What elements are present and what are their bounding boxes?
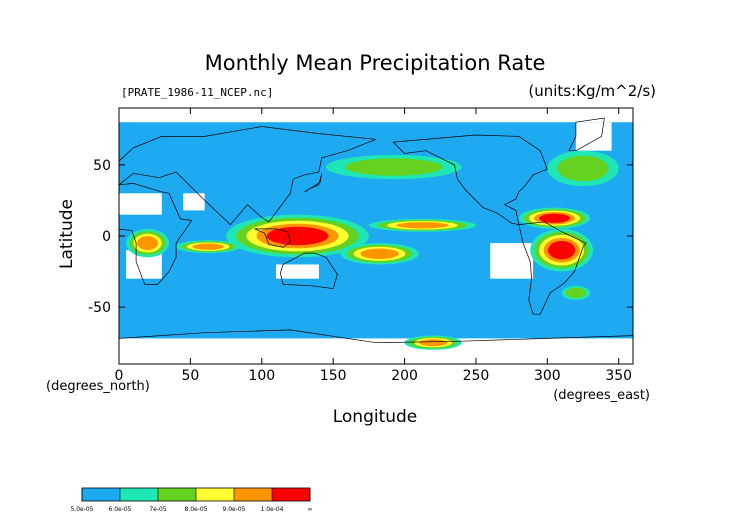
x-tick-label: 0 [115, 368, 124, 384]
precip-region [340, 243, 419, 265]
x-tick-label: 300 [534, 368, 561, 384]
precip-region [368, 218, 476, 232]
precip-band [266, 226, 329, 246]
y-tick-label: 50 [93, 158, 111, 174]
precip-band [345, 158, 443, 176]
units-subtitle: (units:Kg/m^2/s) [528, 82, 656, 100]
colorbar-swatch [82, 488, 120, 501]
coastline [119, 329, 633, 344]
missing-region [490, 243, 534, 279]
colorbar-label: 5.0e-05 [70, 506, 93, 513]
chart-title: Monthly Mean Precipitation Rate [205, 51, 546, 75]
colorbar-label: ∞ [308, 506, 313, 513]
x-tick-label: 100 [248, 368, 275, 384]
precip-band [192, 243, 224, 250]
precipitation-layer [126, 150, 619, 350]
y-axis-label: Latitude [57, 199, 77, 269]
colorbar-label: 8.0e-05 [184, 506, 207, 513]
precip-region [226, 214, 369, 258]
plot-area [119, 108, 633, 364]
missing-region [575, 122, 612, 151]
x-axis-label: Longitude [333, 407, 418, 427]
precip-band [557, 155, 609, 182]
coastline [304, 173, 323, 193]
colorbar-swatch [272, 488, 310, 501]
precip-band [547, 240, 576, 260]
y-axis-ticks: -50 0 50 [88, 158, 633, 316]
x-tick-label: 150 [320, 368, 347, 384]
missing-region [183, 193, 205, 211]
colorbar-label: 1.0e-04 [260, 506, 283, 513]
coastline-layer [119, 117, 633, 344]
precip-band [137, 236, 159, 251]
colorbar-label: 7e-05 [149, 506, 166, 513]
precip-band [360, 248, 399, 260]
x-tick-label: 350 [605, 368, 632, 384]
colorbar-swatch [158, 488, 196, 501]
colorbar-swatch [120, 488, 158, 501]
missing-region [276, 264, 319, 279]
colorbar-label: 9.0e-05 [222, 506, 245, 513]
precip-region [561, 285, 591, 300]
y-unit-label: (degrees_north) [46, 379, 150, 394]
coastline [119, 126, 377, 226]
precip-region [404, 335, 462, 350]
precip-band [419, 339, 448, 347]
colorbar-labels: 5.0e-05 6.0e-05 7e-05 8.0e-05 9.0e-05 1.0e-04… [70, 488, 313, 513]
precip-region [326, 154, 462, 180]
precip-band [565, 287, 587, 298]
coastline [119, 183, 193, 285]
missing-data-layer [119, 108, 633, 364]
x-axis-ticks: 0 50 100 150 200 250 300 350 [115, 108, 632, 384]
colorbar-swatch [234, 488, 272, 501]
colorbar-label: 6.0e-05 [108, 506, 131, 513]
precip-region [530, 228, 594, 272]
dataset-subtitle: [PRATE_1986-11_NCEP.nc] [121, 86, 273, 99]
precip-region [547, 150, 619, 187]
x-tick-label: 200 [391, 368, 418, 384]
precip-region [126, 228, 169, 258]
coastline [279, 252, 338, 289]
x-tick-label: 50 [181, 368, 199, 384]
y-tick-label: 0 [102, 229, 111, 245]
missing-region [119, 108, 633, 123]
coastline [518, 221, 587, 315]
precip-region [518, 207, 591, 229]
x-tick-label: 250 [463, 368, 490, 384]
missing-region [119, 193, 162, 215]
precip-band [539, 213, 570, 223]
missing-region [119, 338, 633, 364]
y-tick-label: -50 [88, 300, 111, 316]
precip-region [176, 240, 241, 254]
coastline [392, 134, 548, 226]
x-unit-label: (degrees_east) [553, 388, 650, 403]
precip-band [396, 222, 449, 229]
coastline [254, 228, 291, 248]
coastline [568, 117, 605, 152]
colorbar-swatch [196, 488, 234, 501]
